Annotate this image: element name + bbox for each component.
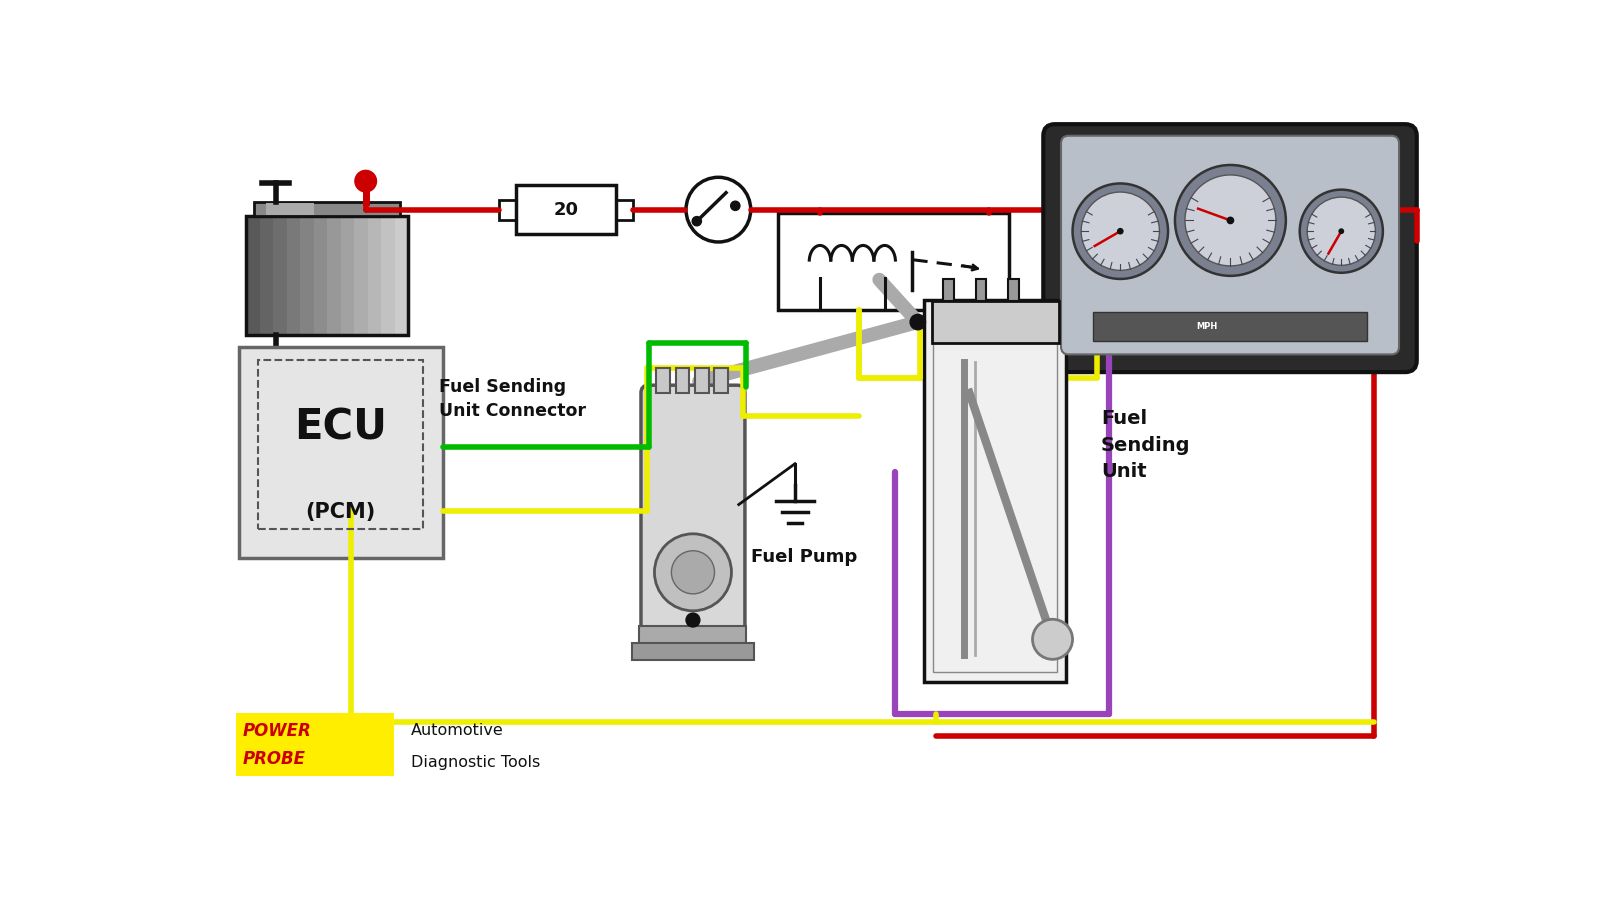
Bar bbox=[301, 216, 314, 335]
Bar bbox=[341, 216, 354, 335]
Circle shape bbox=[654, 534, 731, 611]
FancyBboxPatch shape bbox=[1043, 124, 1416, 372]
Bar bbox=[616, 200, 634, 220]
Text: MPH: MPH bbox=[1197, 322, 1218, 331]
Bar bbox=[1008, 279, 1019, 301]
Circle shape bbox=[355, 170, 376, 192]
Bar bbox=[933, 310, 1058, 672]
Bar bbox=[976, 279, 986, 301]
Circle shape bbox=[1307, 197, 1376, 266]
Bar bbox=[246, 216, 408, 335]
Bar bbox=[246, 216, 259, 335]
Bar bbox=[694, 368, 709, 393]
Circle shape bbox=[1082, 192, 1160, 270]
Circle shape bbox=[686, 613, 699, 627]
Bar bbox=[314, 216, 328, 335]
Bar bbox=[778, 213, 1008, 310]
Bar bbox=[274, 216, 286, 335]
Circle shape bbox=[1032, 619, 1072, 660]
Text: (PCM): (PCM) bbox=[306, 502, 376, 522]
Bar bbox=[254, 202, 400, 216]
Text: POWER: POWER bbox=[243, 722, 312, 740]
FancyBboxPatch shape bbox=[1061, 136, 1398, 355]
Text: PROBE: PROBE bbox=[243, 750, 306, 768]
Bar bbox=[923, 301, 1066, 681]
Text: Automotive: Automotive bbox=[411, 724, 504, 738]
Circle shape bbox=[686, 177, 750, 242]
Bar bbox=[944, 279, 954, 301]
Bar bbox=[354, 216, 368, 335]
Circle shape bbox=[1117, 228, 1123, 235]
Bar bbox=[395, 216, 408, 335]
Circle shape bbox=[1072, 184, 1168, 279]
Bar bbox=[640, 626, 747, 644]
Text: Fuel Pump: Fuel Pump bbox=[750, 548, 858, 566]
Bar bbox=[1093, 312, 1366, 341]
Circle shape bbox=[910, 314, 925, 329]
Bar bbox=[931, 301, 1059, 343]
Bar bbox=[326, 216, 341, 335]
Bar bbox=[675, 368, 690, 393]
Bar bbox=[499, 200, 515, 220]
Text: 20: 20 bbox=[554, 201, 578, 219]
Circle shape bbox=[1299, 190, 1382, 273]
Circle shape bbox=[672, 551, 715, 594]
Bar bbox=[286, 216, 301, 335]
Text: Fuel
Sending
Unit: Fuel Sending Unit bbox=[1101, 410, 1190, 482]
Bar bbox=[258, 360, 424, 529]
Circle shape bbox=[693, 217, 701, 226]
Circle shape bbox=[1186, 175, 1275, 266]
Bar bbox=[515, 185, 616, 234]
Circle shape bbox=[1227, 217, 1234, 224]
Bar bbox=[368, 216, 381, 335]
Bar bbox=[656, 368, 670, 393]
Circle shape bbox=[1174, 165, 1286, 276]
Text: Diagnostic Tools: Diagnostic Tools bbox=[411, 755, 541, 770]
Circle shape bbox=[731, 202, 739, 211]
FancyBboxPatch shape bbox=[642, 385, 746, 635]
Text: ECU: ECU bbox=[294, 406, 387, 448]
Text: Fuel Sending
Unit Connector: Fuel Sending Unit Connector bbox=[438, 378, 586, 420]
Bar bbox=[381, 216, 395, 335]
Bar bbox=[259, 216, 274, 335]
Bar bbox=[632, 644, 754, 660]
Circle shape bbox=[1338, 229, 1344, 234]
Bar bbox=[714, 368, 728, 393]
Bar bbox=[266, 202, 314, 215]
Bar bbox=[237, 713, 394, 777]
Bar bbox=[238, 346, 443, 558]
